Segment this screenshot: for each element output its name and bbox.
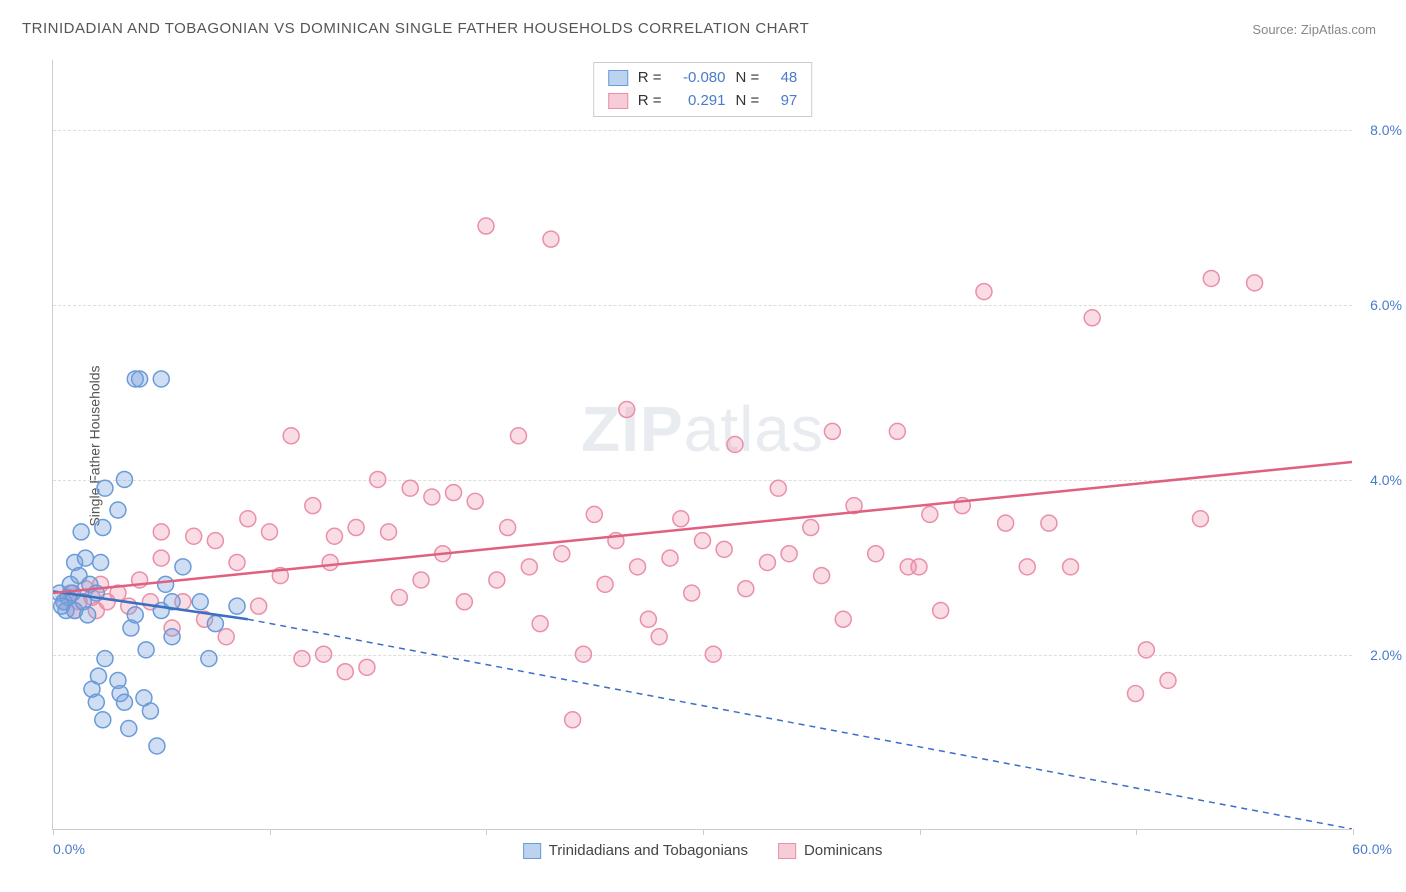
x-axis-max-label: 60.0%	[1352, 841, 1392, 857]
x-tick	[486, 829, 487, 835]
legend-label-2: Dominicans	[804, 842, 882, 859]
chart-title: TRINIDADIAN AND TOBAGONIAN VS DOMINICAN …	[22, 20, 809, 37]
gridline	[53, 305, 1352, 306]
legend-swatch-2	[608, 93, 628, 109]
correlation-legend: R = -0.080 N = 48 R = 0.291 N = 97	[593, 62, 813, 117]
source-label: Source:	[1252, 22, 1297, 37]
y-tick-label: 6.0%	[1370, 297, 1402, 313]
r-value-1: -0.080	[672, 67, 726, 90]
x-tick	[703, 829, 704, 835]
x-axis-min-label: 0.0%	[53, 841, 85, 857]
gridline	[53, 130, 1352, 131]
legend-label-1: Trinidadians and Tobagonians	[549, 842, 748, 859]
y-tick-label: 2.0%	[1370, 647, 1402, 663]
source-attribution: Source: ZipAtlas.com	[1252, 22, 1376, 37]
y-tick-label: 8.0%	[1370, 122, 1402, 138]
x-tick	[1353, 829, 1354, 835]
legend-row-series-1: R = -0.080 N = 48	[608, 67, 798, 90]
x-tick	[920, 829, 921, 835]
x-tick	[1136, 829, 1137, 835]
gridline	[53, 480, 1352, 481]
x-tick	[53, 829, 54, 835]
gridline	[53, 655, 1352, 656]
source-link[interactable]: ZipAtlas.com	[1301, 22, 1376, 37]
legend-swatch-1	[608, 70, 628, 86]
scatter-overlay	[53, 60, 1352, 829]
legend-swatch-icon	[778, 843, 796, 859]
n-value-1: 48	[769, 67, 797, 90]
legend-swatch-icon	[523, 843, 541, 859]
legend-item-2: Dominicans	[778, 842, 882, 859]
plot-area: ZIPatlas 2.0%4.0%6.0%8.0% R = -0.080 N =…	[52, 60, 1352, 830]
n-value-2: 97	[769, 90, 797, 113]
y-tick-label: 4.0%	[1370, 472, 1402, 488]
series-legend: Trinidadians and Tobagonians Dominicans	[523, 842, 883, 859]
legend-row-series-2: R = 0.291 N = 97	[608, 90, 798, 113]
watermark: ZIPatlas	[581, 392, 824, 466]
x-tick	[270, 829, 271, 835]
legend-item-1: Trinidadians and Tobagonians	[523, 842, 748, 859]
r-value-2: 0.291	[672, 90, 726, 113]
